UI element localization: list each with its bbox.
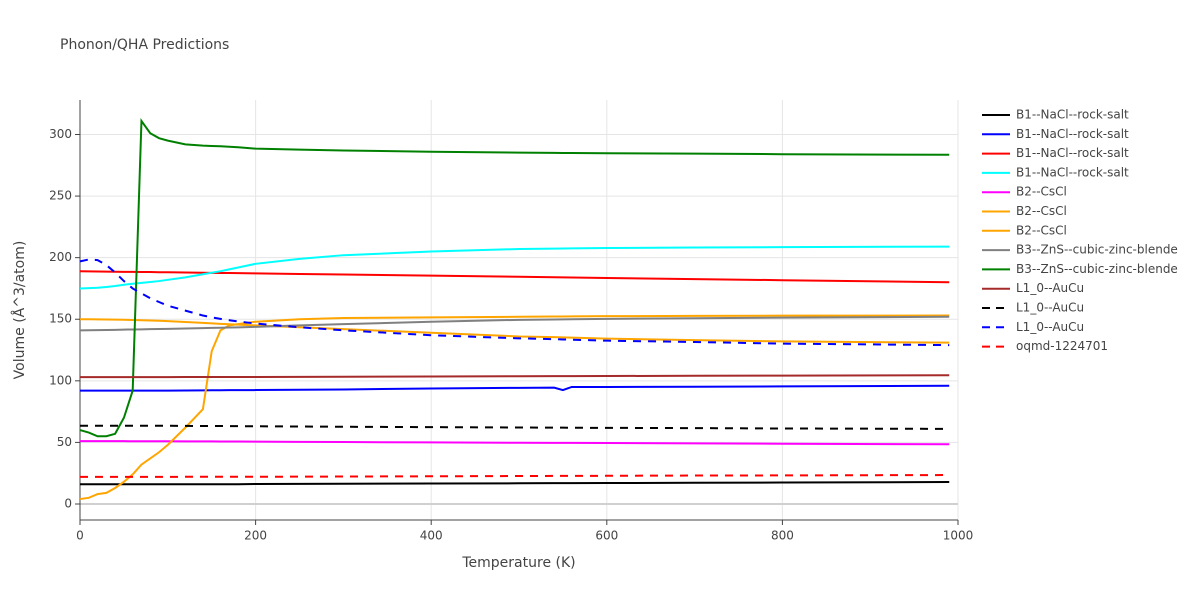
legend-label: B3--ZnS--cubic-zinc-blende [1016, 262, 1178, 276]
x-tick-label: 200 [244, 529, 267, 543]
x-tick-label: 400 [420, 529, 443, 543]
legend-label: B1--NaCl--rock-salt [1016, 127, 1129, 141]
chart-title: Phonon/QHA Predictions [60, 37, 229, 53]
x-tick-label: 600 [595, 529, 618, 543]
x-tick-label: 1000 [943, 529, 974, 543]
legend-label: B1--NaCl--rock-salt [1016, 108, 1129, 122]
series-line [79, 314, 950, 501]
legend-label: B1--NaCl--rock-salt [1016, 165, 1129, 179]
legend-label: oqmd-1224701 [1016, 339, 1108, 353]
legend-label: B2--CsCl [1016, 223, 1067, 237]
legend-label: B3--ZnS--cubic-zinc-blende [1016, 243, 1178, 257]
y-tick-label: 100 [49, 373, 72, 387]
legend-label: B1--NaCl--rock-salt [1016, 146, 1129, 160]
legend-label: L1_0--AuCu [1016, 281, 1084, 295]
series-line [79, 270, 950, 284]
legend-label: B2--CsCl [1016, 185, 1067, 199]
y-tick-label: 200 [49, 250, 72, 264]
series-line [80, 440, 950, 446]
y-axis-title: Volume (Å^3/atom) [11, 241, 28, 380]
series-line [79, 315, 950, 332]
y-tick-label: 300 [49, 127, 72, 141]
y-tick-label: 0 [64, 496, 72, 510]
x-tick-label: 800 [771, 529, 794, 543]
x-axis-title: Temperature (K) [461, 555, 575, 571]
series-line [80, 374, 950, 379]
y-tick-label: 250 [49, 189, 72, 203]
x-tick-label: 0 [76, 529, 84, 543]
legend-label: B2--CsCl [1016, 204, 1067, 218]
legend-label: L1_0--AuCu [1016, 320, 1084, 334]
legend-label: L1_0--AuCu [1016, 301, 1084, 315]
series-line [79, 258, 950, 347]
series-line [80, 424, 950, 430]
y-tick-label: 150 [49, 312, 72, 326]
series-line [80, 384, 950, 392]
series-line [79, 245, 950, 290]
series-line [79, 117, 950, 438]
y-tick-label: 50 [57, 435, 72, 449]
series-line [80, 318, 950, 344]
series-line [80, 474, 950, 478]
